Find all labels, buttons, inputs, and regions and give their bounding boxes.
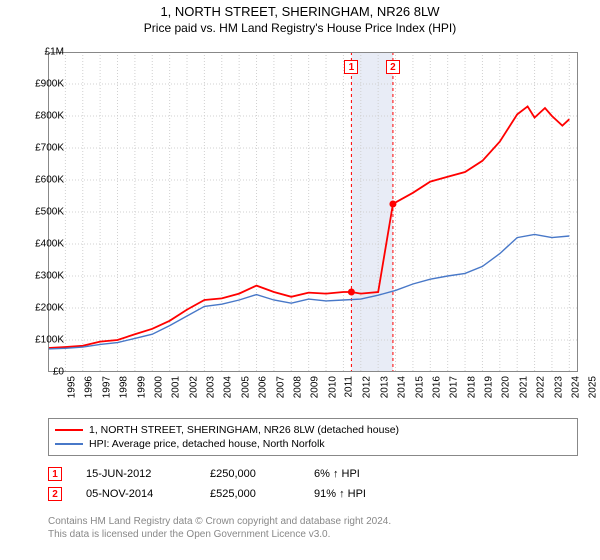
x-tick-label: 2015: [414, 376, 425, 398]
x-tick-label: 2007: [275, 376, 286, 398]
x-tick-label: 2018: [466, 376, 477, 398]
x-tick-label: 2022: [535, 376, 546, 398]
event-marker-box: 2: [48, 487, 62, 501]
event-marker: 1: [344, 60, 358, 74]
y-tick-label: £700K: [35, 143, 64, 154]
y-tick-label: £1M: [45, 47, 64, 58]
event-price: £525,000: [210, 488, 290, 500]
chart-svg: [48, 52, 578, 372]
y-tick-label: £800K: [35, 111, 64, 122]
x-tick-label: 1995: [66, 376, 77, 398]
chart-plot-area: [48, 52, 578, 372]
legend-row: 1, NORTH STREET, SHERINGHAM, NR26 8LW (d…: [55, 423, 571, 437]
legend-swatch: [55, 443, 83, 445]
legend-row: HPI: Average price, detached house, Nort…: [55, 437, 571, 451]
chart-subtitle: Price paid vs. HM Land Registry's House …: [0, 19, 600, 35]
x-tick-label: 2012: [362, 376, 373, 398]
x-tick-label: 1996: [84, 376, 95, 398]
event-change: 91% ↑ HPI: [314, 488, 434, 500]
x-tick-label: 2002: [188, 376, 199, 398]
event-marker: 2: [386, 60, 400, 74]
x-tick-label: 2021: [518, 376, 529, 398]
x-tick-label: 2024: [570, 376, 581, 398]
x-tick-label: 2005: [240, 376, 251, 398]
x-tick-label: 2006: [257, 376, 268, 398]
x-tick-label: 2017: [449, 376, 460, 398]
legend: 1, NORTH STREET, SHERINGHAM, NR26 8LW (d…: [48, 418, 578, 456]
x-tick-label: 2016: [431, 376, 442, 398]
event-date: 05-NOV-2014: [86, 488, 186, 500]
legend-label: 1, NORTH STREET, SHERINGHAM, NR26 8LW (d…: [89, 424, 399, 436]
y-tick-label: £0: [53, 367, 64, 378]
attribution-line1: Contains HM Land Registry data © Crown c…: [48, 516, 391, 529]
event-row: 1 15-JUN-2012 £250,000 6% ↑ HPI: [48, 464, 578, 484]
x-tick-label: 2009: [310, 376, 321, 398]
legend-swatch: [55, 429, 83, 431]
y-tick-label: £500K: [35, 207, 64, 218]
event-price: £250,000: [210, 468, 290, 480]
y-tick-label: £100K: [35, 335, 64, 346]
chart-container: 1, NORTH STREET, SHERINGHAM, NR26 8LW Pr…: [0, 0, 600, 560]
y-tick-label: £400K: [35, 239, 64, 250]
x-tick-label: 2023: [553, 376, 564, 398]
x-tick-label: 2000: [153, 376, 164, 398]
event-date: 15-JUN-2012: [86, 468, 186, 480]
chart-title: 1, NORTH STREET, SHERINGHAM, NR26 8LW: [0, 0, 600, 19]
y-tick-label: £900K: [35, 79, 64, 90]
event-row: 2 05-NOV-2014 £525,000 91% ↑ HPI: [48, 484, 578, 504]
y-tick-label: £600K: [35, 175, 64, 186]
x-tick-label: 2011: [344, 376, 355, 398]
x-tick-label: 2020: [501, 376, 512, 398]
x-tick-label: 2010: [327, 376, 338, 398]
attribution-line2: This data is licensed under the Open Gov…: [48, 529, 391, 542]
y-tick-label: £200K: [35, 303, 64, 314]
events-table: 1 15-JUN-2012 £250,000 6% ↑ HPI 2 05-NOV-2014…: [48, 464, 578, 504]
x-tick-label: 2001: [171, 376, 182, 398]
x-tick-label: 2008: [292, 376, 303, 398]
attribution-text: Contains HM Land Registry data © Crown c…: [48, 516, 391, 541]
legend-label: HPI: Average price, detached house, Nort…: [89, 438, 325, 450]
x-tick-label: 2013: [379, 376, 390, 398]
x-tick-label: 2003: [205, 376, 216, 398]
x-tick-label: 1998: [118, 376, 129, 398]
x-tick-label: 2019: [483, 376, 494, 398]
x-tick-label: 1997: [101, 376, 112, 398]
x-tick-label: 1999: [136, 376, 147, 398]
event-marker-box: 1: [48, 467, 62, 481]
x-tick-label: 2004: [223, 376, 234, 398]
event-change: 6% ↑ HPI: [314, 468, 434, 480]
x-tick-label: 2014: [396, 376, 407, 398]
y-tick-label: £300K: [35, 271, 64, 282]
x-tick-label: 2025: [588, 376, 599, 398]
